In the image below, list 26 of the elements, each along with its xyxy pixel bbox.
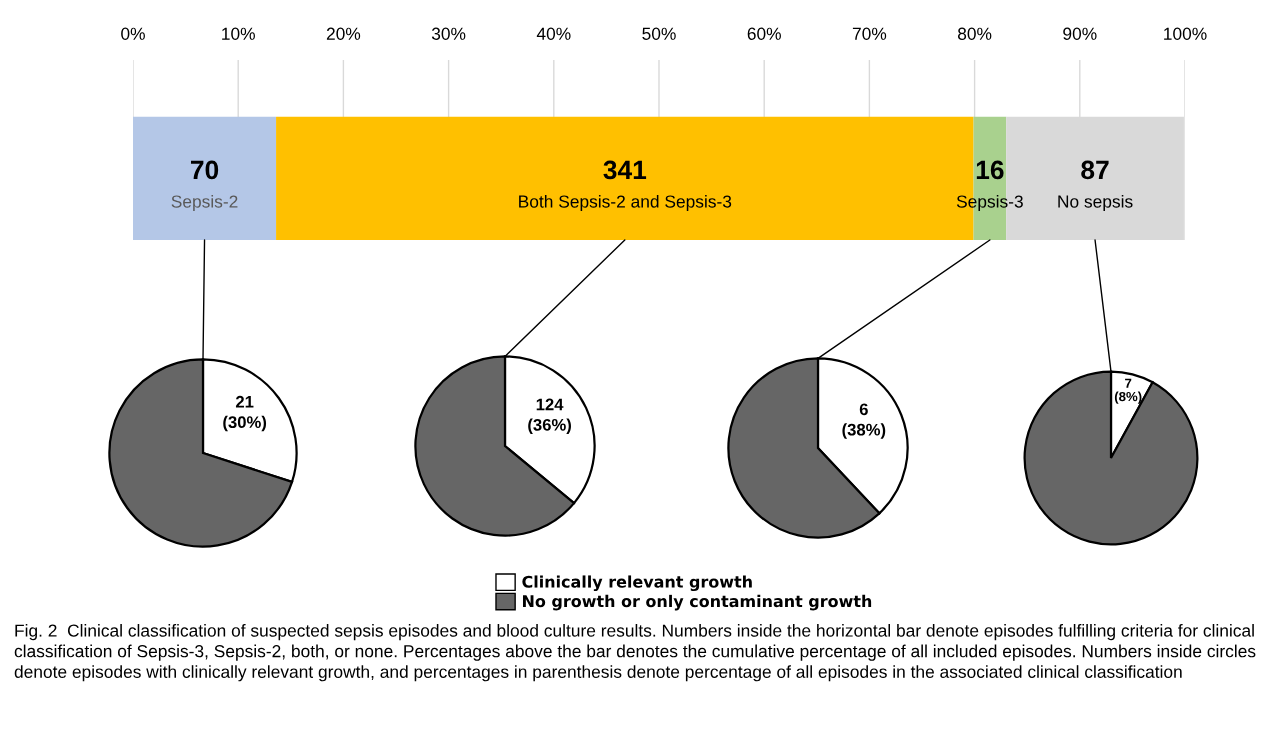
x-tick-label: 80% [957, 27, 992, 40]
data-label: 7 (8%) [1114, 378, 1142, 404]
x-tick-label: 50% [642, 27, 676, 40]
series-label: No sepsis [1058, 194, 1133, 212]
legend-label: No growth or only contaminant growth [523, 594, 872, 611]
data-label: 6 (38%) [842, 403, 886, 439]
x-tick-label: 30% [431, 27, 466, 40]
series-label: Both Sepsis-2 and Sepsis-3 [519, 194, 732, 212]
x-tick-label: 10% [222, 27, 255, 40]
annotation: 16 [976, 160, 1004, 180]
bar [133, 116, 277, 240]
x-tick-label: 40% [536, 27, 571, 40]
x-tick-label: 20% [326, 27, 361, 40]
x-tick-label: 60% [747, 27, 781, 40]
x-tick-label: 90% [1063, 27, 1097, 40]
series-label: Sepsis-2 [171, 194, 238, 212]
annotation: 341 [603, 160, 647, 180]
annotation: 87 [1081, 160, 1109, 180]
legend-label: Clinically relevant growth [522, 575, 752, 592]
caption: Fig. 2 Clinical classification of suspected sepsis episodes and blood culture results. Numbers inside the horizontal bar denote episodes fulfilling criteria for clinical classification of Sepsis-3, Sepsis-2, both, or none. Percentages above the bar denotes the cumulative percentage of all included episodes. Numbers inside circles denote episodes with clinically relevant growth, and percentages in parenthesis denote percentage of all episodes in the associated clinical classification [14, 624, 1256, 682]
x-tick-label: 70% [852, 27, 887, 40]
x-tick-label: 100% [1164, 27, 1207, 40]
annotation: 70 [191, 160, 219, 180]
x-tick-label: 0% [121, 27, 145, 40]
data-label: 124 (36%) [528, 398, 571, 435]
data-label: 21 (30%) [223, 395, 267, 432]
